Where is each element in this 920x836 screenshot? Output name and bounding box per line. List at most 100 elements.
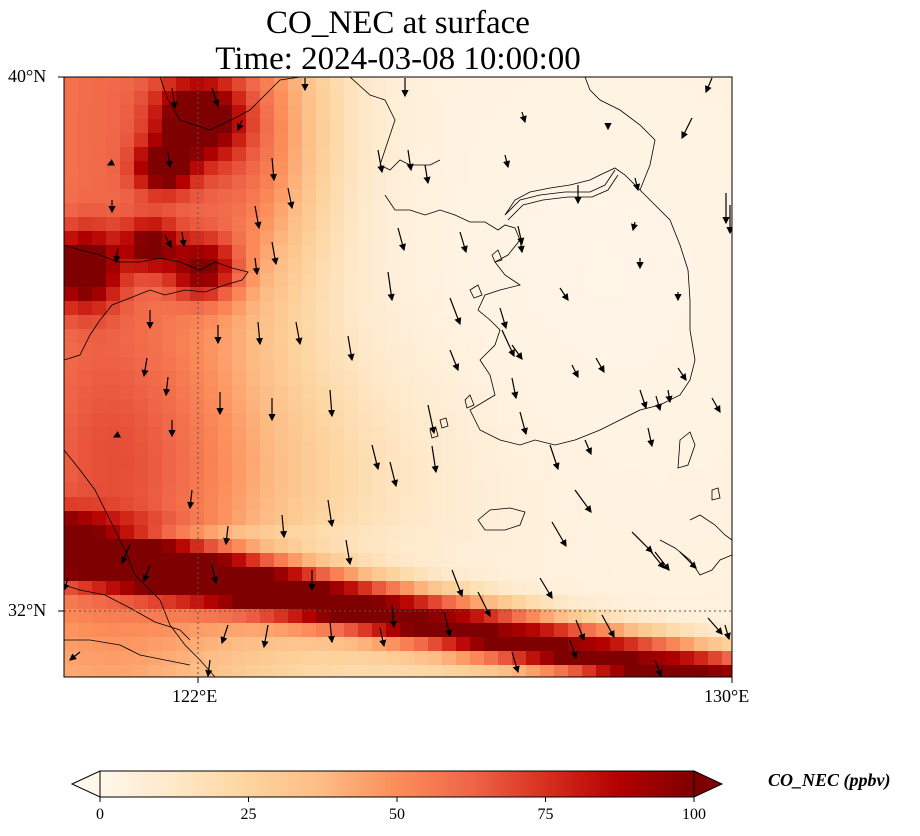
wind-vector — [261, 624, 269, 649]
wind-vector — [236, 119, 244, 132]
wind-vector — [389, 604, 398, 629]
wind-vector — [443, 611, 453, 638]
wind-vector — [499, 307, 508, 330]
colorbar-tick-75: 75 — [537, 806, 554, 823]
wind-vector — [569, 639, 578, 660]
wind-vector — [295, 321, 303, 346]
wind-vector — [707, 617, 723, 635]
lat-label-32n: 32°N — [8, 600, 47, 620]
wind-vector — [517, 225, 525, 246]
wind-vector — [633, 177, 641, 192]
wind-vector — [654, 551, 670, 571]
wind-vector — [163, 376, 171, 397]
wind-vector — [503, 154, 511, 169]
wind-vector — [679, 551, 697, 569]
colorbar-tick-25: 25 — [240, 806, 257, 823]
wind-vector — [287, 187, 295, 210]
wind-vector — [511, 344, 523, 360]
colorbar-gradient — [99, 770, 695, 798]
wind-vector — [654, 395, 662, 412]
map-frame — [63, 76, 733, 678]
wind-vector — [575, 619, 586, 642]
wind-vector — [255, 321, 264, 346]
wind-vector — [511, 651, 520, 674]
colorbar-tick-100: 100 — [682, 806, 706, 823]
wind-vector — [501, 329, 515, 358]
map-title: CO_NEC at surface — [266, 5, 530, 41]
wind-vector — [347, 335, 355, 362]
wind-vector — [112, 431, 121, 438]
wind-vector — [654, 659, 663, 677]
wind-vector — [187, 489, 195, 510]
wind-vector — [179, 231, 187, 248]
wind-vector — [647, 427, 655, 448]
colorbar — [70, 770, 724, 802]
wind-vector — [574, 489, 592, 513]
wind-vector — [511, 377, 519, 400]
wind-vector — [559, 287, 569, 301]
wind-vector — [517, 237, 525, 254]
wind-vector — [211, 87, 220, 108]
wind-vector — [705, 77, 713, 94]
wind-vector — [427, 404, 437, 435]
wind-vector — [205, 659, 213, 677]
colorbar-tick-50: 50 — [389, 806, 405, 823]
wind-vector — [551, 521, 567, 548]
wind-vector — [665, 389, 673, 404]
wind-vector — [647, 547, 665, 569]
wind-vector — [595, 357, 605, 374]
wind-vector — [459, 231, 468, 254]
wind-vector — [387, 271, 395, 302]
wind-vector — [431, 445, 439, 474]
wind-vector — [269, 157, 278, 182]
wind-vector — [723, 624, 731, 641]
wind-vector — [519, 411, 528, 436]
wind-vector — [164, 234, 172, 249]
wind-vector — [711, 397, 721, 414]
wind-vector — [681, 117, 693, 140]
wind-vector — [113, 247, 121, 264]
coastlines — [64, 77, 732, 677]
wind-vector — [165, 152, 173, 169]
wind-vector — [223, 525, 231, 546]
wind-vector — [584, 439, 592, 456]
lon-label-130e: 130°E — [704, 686, 750, 706]
wind-vector — [345, 539, 353, 566]
wind-vector — [389, 461, 399, 488]
map-subtitle-time: Time: 2024-03-08 10:00:00 — [215, 41, 581, 77]
wind-vector — [449, 349, 460, 372]
wind-vector — [630, 221, 638, 232]
wind-vector — [170, 87, 178, 110]
wind-vector — [406, 149, 414, 172]
wind-vector — [601, 614, 615, 639]
wind-vector — [327, 389, 336, 418]
colorbar-label: CO_NEC (ppbv) — [768, 770, 891, 790]
wind-vector — [451, 569, 464, 598]
wind-vector — [677, 367, 687, 381]
wind-vector — [220, 624, 229, 645]
wind-vector — [377, 149, 385, 174]
wind-vector — [211, 564, 219, 585]
wind-vector — [64, 577, 70, 592]
lon-label-122e: 122°E — [172, 686, 218, 706]
colorbar-extend-high — [693, 770, 724, 798]
wind-vector — [397, 227, 406, 252]
wind-vector — [279, 514, 288, 539]
wind-vector — [423, 164, 431, 185]
wind-vector — [141, 357, 149, 378]
lat-label-40n: 40°N — [8, 66, 47, 86]
wind-vector — [379, 627, 387, 648]
wind-vector — [271, 241, 279, 266]
wind-vector — [121, 544, 131, 565]
wind-vector — [254, 205, 262, 230]
wind-vectors — [64, 77, 732, 677]
wind-vector — [371, 444, 381, 471]
wind-vector — [252, 257, 260, 276]
wind-vector — [327, 621, 335, 644]
wind-vector — [539, 577, 553, 600]
wind-vector — [519, 111, 527, 124]
wind-vector — [106, 159, 115, 166]
wind-vector — [327, 499, 335, 528]
wind-vector — [639, 389, 648, 410]
